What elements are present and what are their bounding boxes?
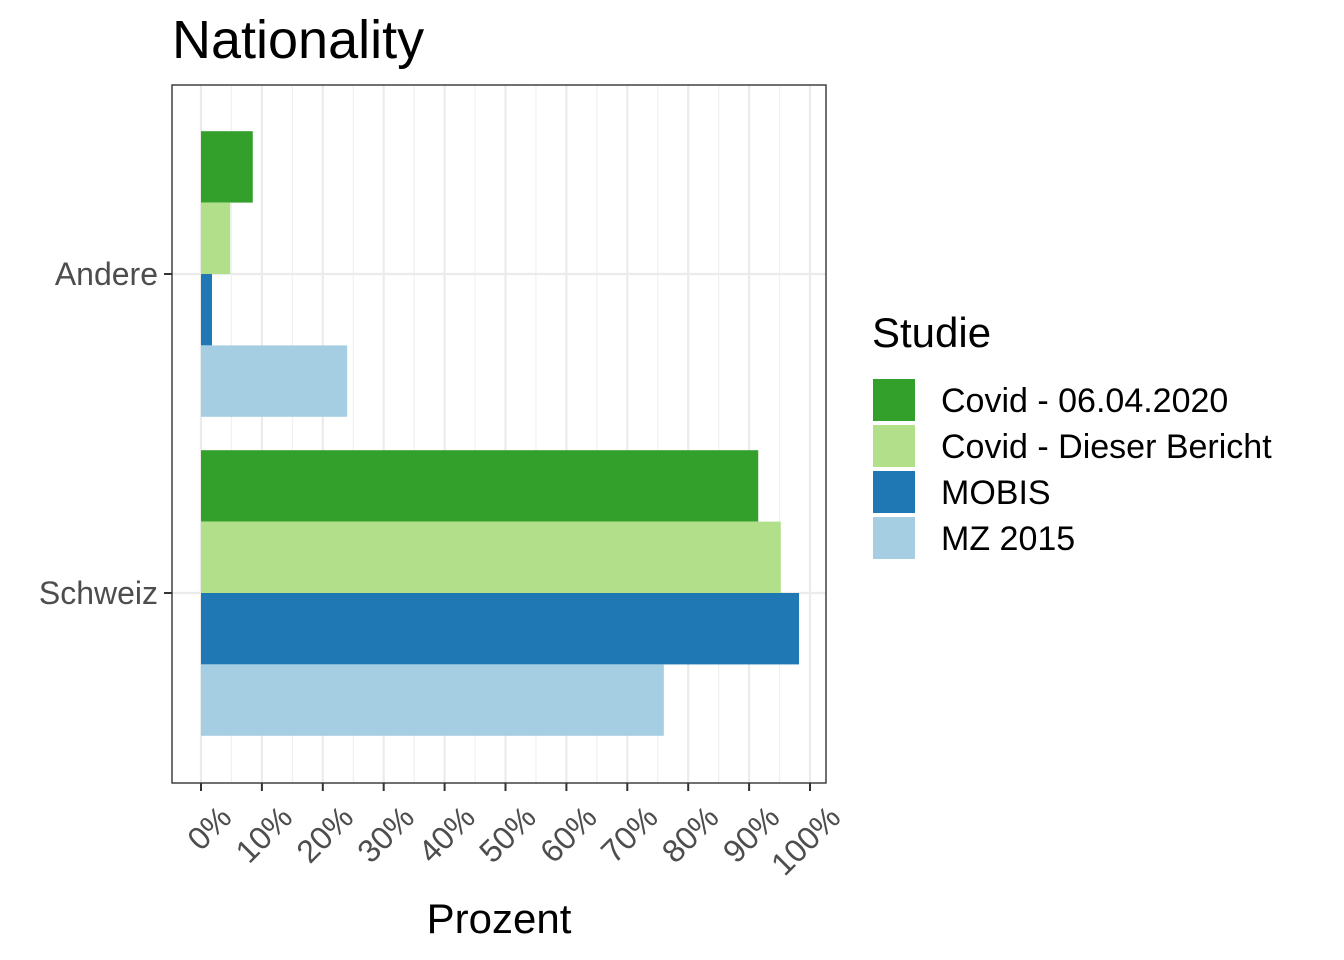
x-tick-label: 20% xyxy=(289,799,360,870)
legend-label: MOBIS xyxy=(941,474,1051,512)
legend-key xyxy=(873,379,915,421)
legend-label: Covid - 06.04.2020 xyxy=(941,382,1228,420)
x-tick-label: 80% xyxy=(655,799,726,870)
legend-key xyxy=(873,471,915,513)
x-axis: 0%10%20%30%40%50%60%70%80%90%100% xyxy=(180,783,847,882)
y-tick-label: Andere xyxy=(55,256,158,292)
legend-key xyxy=(873,517,915,559)
y-tick-label: Schweiz xyxy=(39,575,158,611)
bar-schweiz-3 xyxy=(201,664,664,736)
bar-schweiz-1 xyxy=(201,521,781,593)
x-tick-label: 70% xyxy=(594,799,665,870)
bar-andere-2 xyxy=(201,274,212,346)
legend-key xyxy=(873,425,915,467)
x-tick-label: 30% xyxy=(350,799,421,870)
legend-label: MZ 2015 xyxy=(941,520,1075,558)
x-tick-label: 40% xyxy=(411,799,482,870)
legend: Covid - 06.04.2020 Covid - Dieser Bericht… xyxy=(873,379,1272,559)
bar-andere-3 xyxy=(201,345,348,417)
x-tick-label: 50% xyxy=(472,799,543,870)
bar-andere-0 xyxy=(201,131,253,203)
x-axis-title: Prozent xyxy=(427,895,572,942)
bar-schweiz-0 xyxy=(201,450,759,522)
bar-schweiz-2 xyxy=(201,593,800,665)
plot-panel-border xyxy=(171,84,827,784)
bar-andere-1 xyxy=(201,202,231,274)
legend-label: Covid - Dieser Bericht xyxy=(941,428,1272,466)
chart-title: Nationality xyxy=(172,10,424,70)
x-tick-label: 0% xyxy=(180,799,238,857)
bars xyxy=(201,131,800,736)
x-tick-label: 10% xyxy=(229,799,300,870)
x-tick-label: 60% xyxy=(533,799,604,870)
legend-title: Studie xyxy=(872,309,991,356)
y-axis: Andere Schweiz xyxy=(39,256,172,611)
x-tick-label: 100% xyxy=(764,799,847,882)
